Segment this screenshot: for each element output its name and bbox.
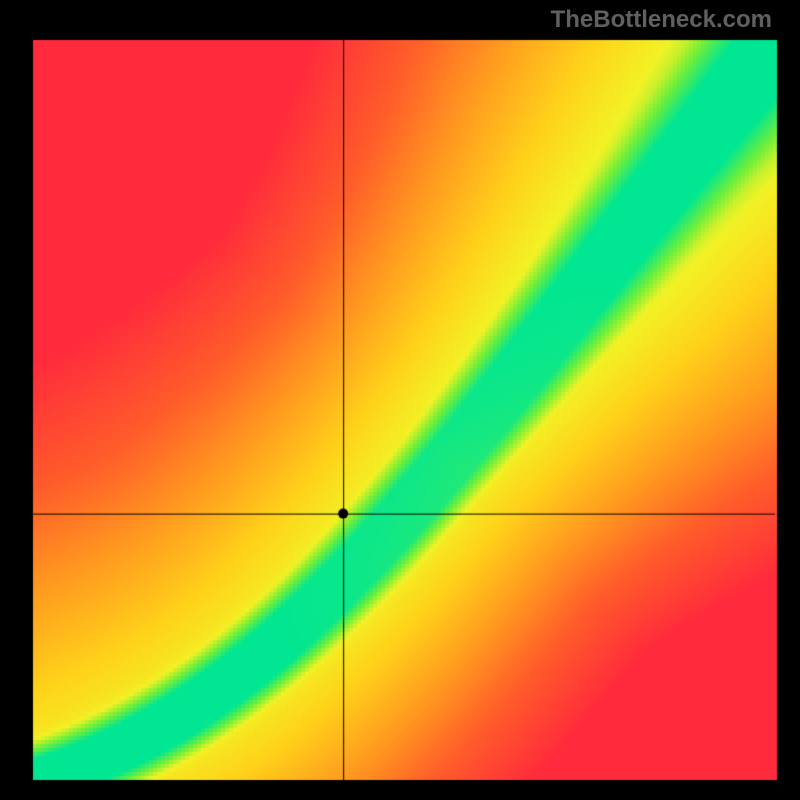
bottleneck-heatmap [0,0,800,800]
chart-container: TheBottleneck.com [0,0,800,800]
